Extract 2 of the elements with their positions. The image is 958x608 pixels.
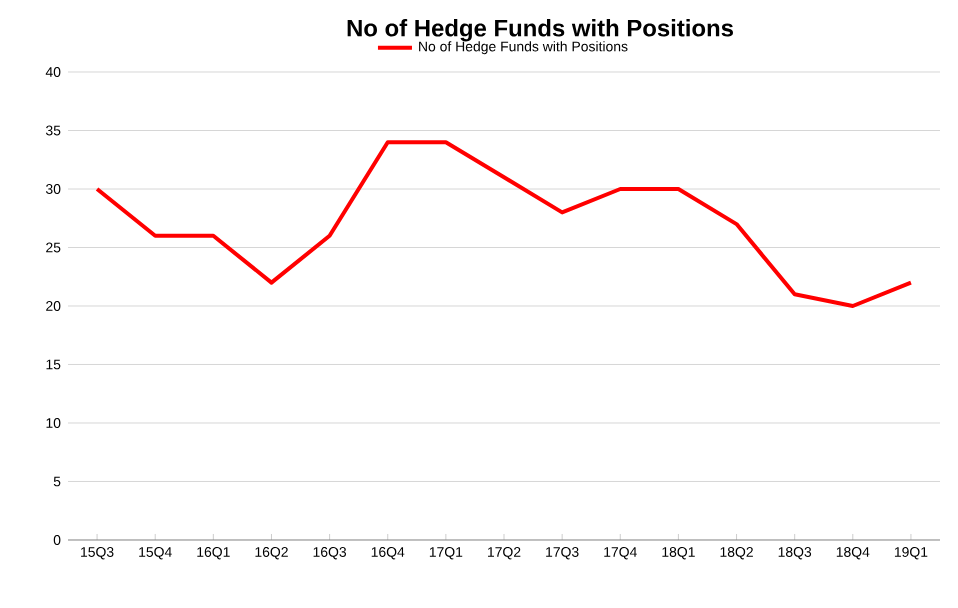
line-series (95, 140, 913, 308)
chart-title: No of Hedge Funds with Positions (347, 19, 733, 42)
